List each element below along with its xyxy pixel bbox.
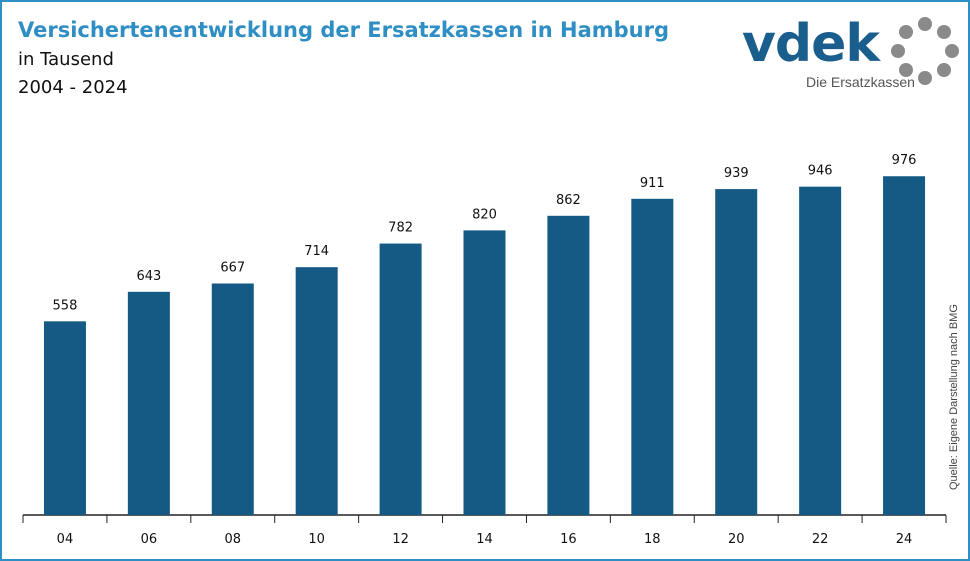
data-label-24: 976 xyxy=(892,153,917,168)
x-tick-label-04: 04 xyxy=(57,532,74,547)
chart-title: Versichertenentwicklung der Ersatzkassen… xyxy=(18,18,669,42)
logo-wordmark: vdek xyxy=(742,14,880,74)
x-tick-label-12: 12 xyxy=(392,532,409,547)
data-label-14: 820 xyxy=(472,207,497,222)
vdek-logo: vdek Die Ersatzkassen xyxy=(738,14,968,92)
data-label-08: 667 xyxy=(220,260,245,275)
x-tick-label-18: 18 xyxy=(644,532,661,547)
data-label-04: 558 xyxy=(53,298,78,313)
x-tick-label-06: 06 xyxy=(141,532,158,547)
x-tick-label-08: 08 xyxy=(224,532,241,547)
bar-12 xyxy=(379,243,422,516)
bar-08 xyxy=(211,283,254,515)
x-tick-label-14: 14 xyxy=(476,532,493,547)
data-label-18: 911 xyxy=(640,176,665,191)
x-tick-label-22: 22 xyxy=(812,532,829,547)
x-tick-label-24: 24 xyxy=(896,532,913,547)
bar-24 xyxy=(883,176,926,515)
x-tick-label-20: 20 xyxy=(728,532,745,547)
bar-14 xyxy=(463,230,506,515)
x-tick-label-16: 16 xyxy=(560,532,577,547)
data-label-10: 714 xyxy=(304,244,329,259)
bar-22 xyxy=(799,186,842,515)
bar-18 xyxy=(631,198,674,515)
bar-20 xyxy=(715,189,758,515)
x-tick-label-10: 10 xyxy=(308,532,325,547)
bar-04 xyxy=(43,321,86,515)
data-label-12: 782 xyxy=(388,221,413,236)
logo-ring-icon xyxy=(891,17,959,85)
data-label-22: 946 xyxy=(808,164,833,179)
bar-06 xyxy=(127,291,170,515)
data-label-20: 939 xyxy=(724,166,749,181)
chart-period: 2004 - 2024 xyxy=(18,77,128,98)
bar-16 xyxy=(547,215,590,515)
logo-tagline: Die Ersatzkassen xyxy=(806,74,915,90)
data-label-06: 643 xyxy=(136,269,161,284)
bar-10 xyxy=(295,267,338,515)
data-label-16: 862 xyxy=(556,193,581,208)
chart-subtitle: in Tausend xyxy=(18,49,114,70)
